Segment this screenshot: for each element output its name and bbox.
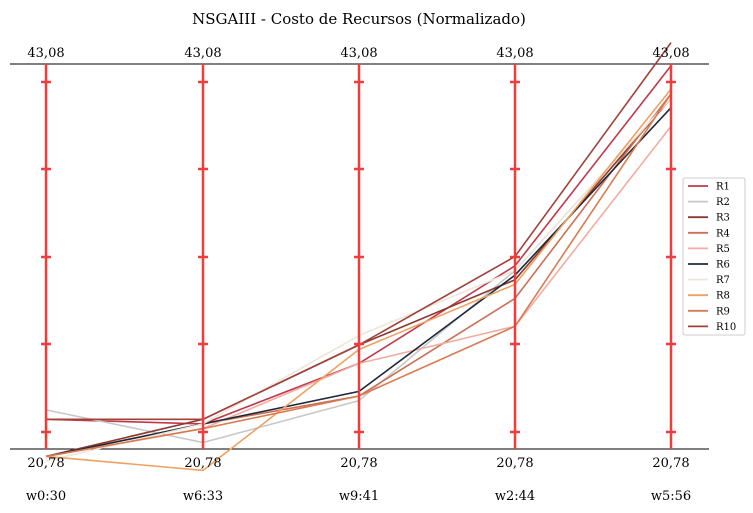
top-tick-label: 43,08 <box>652 46 689 61</box>
axis-labels: 43,08 20,78 w0:30 43,08 20,78 w6:33 43,08 20,78… <box>26 46 691 504</box>
legend-label-r3: R3 <box>716 213 730 224</box>
legend-label-r5: R5 <box>716 244 730 255</box>
legend-label-r9: R9 <box>716 306 730 317</box>
chart-title: NSGAIII - Costo de Recursos (Normalizado… <box>192 10 526 28</box>
legend-label-r10: R10 <box>716 322 736 333</box>
category-label: w2:44 <box>495 489 535 504</box>
legend-label-r4: R4 <box>716 228 730 239</box>
top-tick-label: 43,08 <box>27 46 64 61</box>
legend-label-r6: R6 <box>716 260 730 271</box>
category-label: w9:41 <box>339 489 379 504</box>
top-tick-label: 43,08 <box>184 46 221 61</box>
category-label: w5:56 <box>651 489 691 504</box>
legend-label-r1: R1 <box>716 182 730 193</box>
top-tick-label: 43,08 <box>496 46 533 61</box>
category-label: w0:30 <box>26 489 66 504</box>
legend-label-r2: R2 <box>716 197 730 208</box>
bottom-tick-label: 20,78 <box>184 456 221 471</box>
bottom-tick-label: 20,78 <box>496 456 533 471</box>
bottom-tick-label: 20,78 <box>27 456 64 471</box>
category-label: w6:33 <box>183 489 223 504</box>
bottom-tick-label: 20,78 <box>340 456 377 471</box>
legend-label-r7: R7 <box>716 275 730 286</box>
legend-label-r8: R8 <box>716 291 730 302</box>
top-tick-label: 43,08 <box>340 46 377 61</box>
bottom-tick-label: 20,78 <box>652 456 689 471</box>
legend: R1 R2 R3 R4 R5 R6 R7 R8 R9 R10 <box>682 177 746 336</box>
axes <box>41 64 676 449</box>
